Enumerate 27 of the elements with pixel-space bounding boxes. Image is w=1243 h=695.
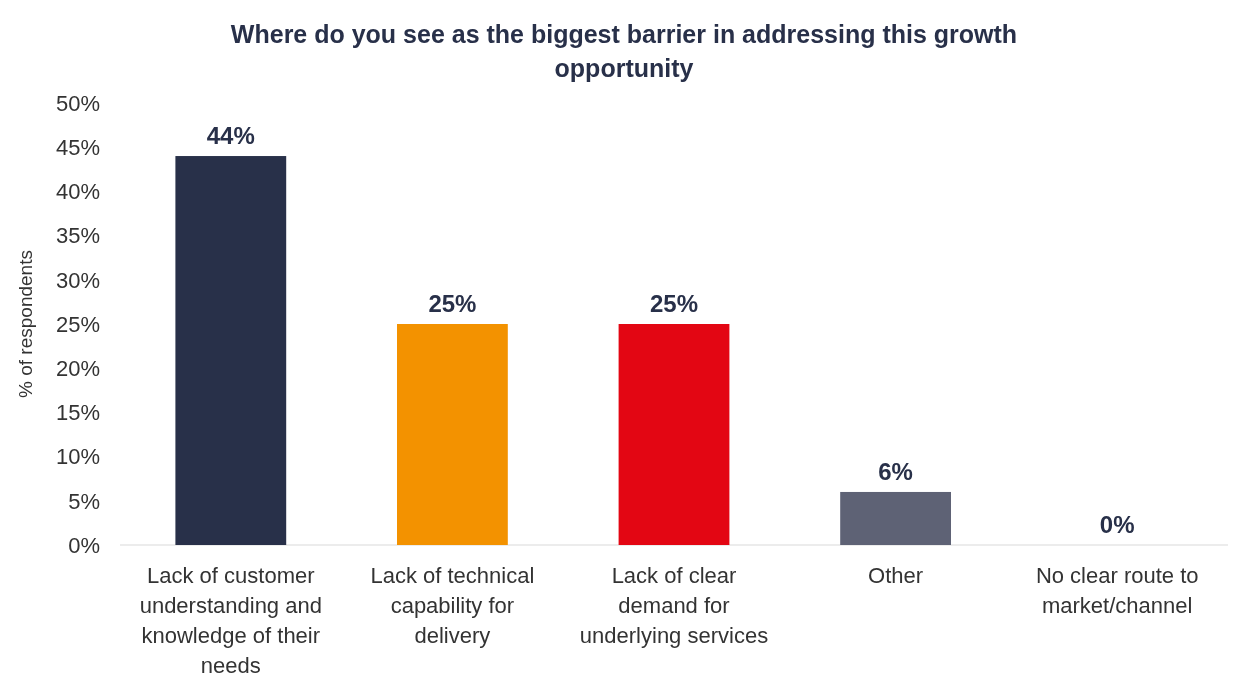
bar [175,156,287,545]
y-tick-label: 20% [55,355,100,381]
data-label: 0% [1099,511,1135,538]
bar [397,324,508,545]
data-label: 44% [206,122,255,150]
y-tick-label: 0% [68,532,100,558]
x-tick-label: Lack of customer understanding and knowledge of their needs [139,563,322,678]
data-label: 6% [878,457,913,485]
y-tick-label: 50% [55,90,100,116]
x-tick-label: Lack of technical capability for delivery [370,563,535,648]
bar [840,491,951,545]
y-tick-label: 40% [55,179,100,205]
y-tick-label: 35% [55,223,100,249]
chart-title: Where do you see as the biggest barrier in addressing this growth opportunity [230,20,1018,82]
y-tick-label: 45% [55,134,100,160]
y-tick-label: 15% [55,400,100,426]
y-tick-label: 30% [55,267,100,293]
y-tick-label: 5% [68,488,100,514]
x-tick-label: Other [868,563,924,588]
y-tick-label: 10% [55,444,100,470]
y-tick-label: 25% [55,311,100,337]
data-label: 25% [428,290,477,317]
y-axis-title: % of respondents [15,250,36,398]
data-label: 25% [649,290,699,317]
bar [618,324,730,545]
x-tick-label: No clear route to market/channel [1035,563,1199,618]
x-tick-label: Lack of clear demand for underlying services [579,563,769,648]
